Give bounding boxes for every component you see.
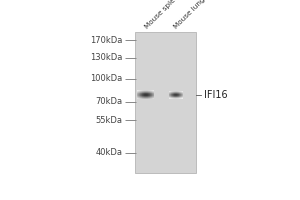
Text: 55kDa: 55kDa <box>95 116 122 125</box>
Bar <box>135 32 196 173</box>
Text: 40kDa: 40kDa <box>95 148 122 157</box>
Text: 130kDa: 130kDa <box>90 53 122 62</box>
Text: Mouse lung: Mouse lung <box>173 0 206 30</box>
Text: Mouse spleen: Mouse spleen <box>144 0 183 30</box>
Text: 100kDa: 100kDa <box>90 74 122 83</box>
Text: 170kDa: 170kDa <box>90 36 122 45</box>
Text: IFI16: IFI16 <box>204 90 227 100</box>
Text: 70kDa: 70kDa <box>95 97 122 106</box>
